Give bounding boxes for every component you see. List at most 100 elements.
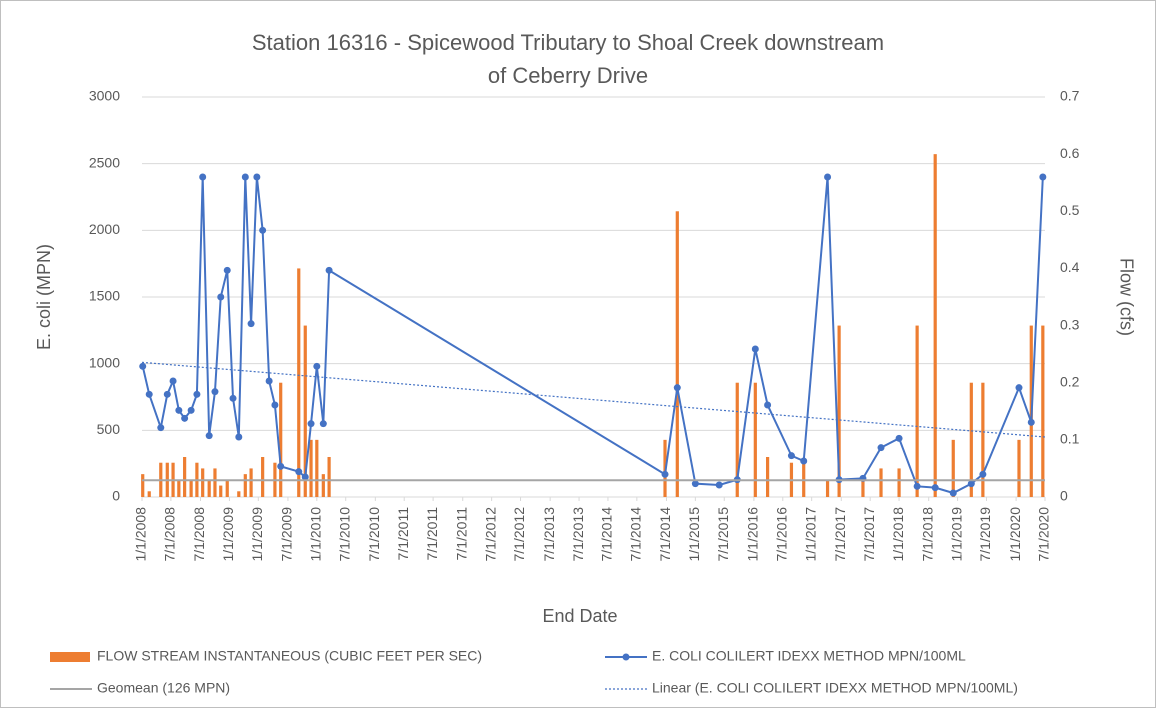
marker: [139, 362, 147, 370]
y-tick-label: 3000: [89, 88, 120, 104]
marker: [307, 420, 315, 428]
x-tick-label: 7/1/2020: [1036, 507, 1052, 562]
bar: [243, 474, 247, 497]
marker: [193, 390, 201, 398]
marker: [235, 433, 243, 441]
x-axis-title: End Date: [542, 606, 617, 626]
legend-label: Geomean (126 MPN): [97, 680, 230, 696]
bar: [327, 457, 331, 497]
y2-tick-label: 0.2: [1060, 373, 1080, 389]
bar: [675, 211, 679, 498]
x-tick-label: 7/1/2013: [570, 507, 586, 562]
marker: [967, 480, 975, 488]
bar: [951, 439, 955, 497]
marker: [265, 377, 273, 385]
bar: [219, 485, 223, 497]
marker: [157, 424, 165, 432]
x-tick-label: 7/1/2017: [832, 507, 848, 562]
bar: [915, 325, 919, 497]
marker: [1039, 173, 1047, 181]
y2-tick-label: 0.1: [1060, 431, 1080, 447]
y-tick-label: 1000: [89, 354, 120, 370]
x-tick-label: 7/1/2008: [191, 507, 207, 562]
marker: [661, 470, 669, 478]
marker: [175, 406, 183, 414]
marker: [764, 401, 772, 409]
chart-title: Station 16316 - Spicewood Tributary to S…: [252, 30, 884, 55]
y2-axis-title: Flow (cfs): [1116, 258, 1136, 336]
x-tick-label: 7/1/2010: [366, 507, 382, 562]
x-tick-label: 7/1/2010: [336, 507, 352, 562]
marker: [319, 420, 327, 428]
bar: [861, 479, 865, 497]
x-tick-label: 7/1/2016: [773, 507, 789, 562]
marker: [271, 401, 279, 409]
bar: [189, 479, 193, 497]
marker: [800, 457, 808, 465]
bar: [753, 382, 757, 497]
bar: [201, 468, 205, 497]
bar: [249, 468, 253, 497]
legend-label: FLOW STREAM INSTANTANEOUS (CUBIC FEET PE…: [97, 648, 482, 664]
x-tick-label: 1/1/2010: [308, 507, 324, 562]
bar: [183, 457, 187, 497]
bar: [225, 479, 229, 497]
bar: [969, 382, 973, 497]
marker: [295, 468, 303, 476]
bar: [1041, 325, 1045, 497]
x-tick-label: 1/1/2018: [890, 507, 906, 562]
marker: [229, 394, 237, 402]
line: [141, 361, 1046, 438]
bar: [735, 382, 739, 497]
legend-label: E. COLI COLILERT IDEXX METHOD MPN/100ML: [652, 648, 966, 664]
bar: [315, 439, 319, 497]
marker: [241, 173, 249, 181]
x-tick-label: 7/1/2008: [162, 507, 178, 562]
marker: [325, 266, 333, 274]
bar: [279, 382, 283, 497]
x-tick-label: 1/1/2008: [133, 507, 149, 562]
x-tick-label: 7/1/2011: [395, 507, 411, 561]
marker: [1027, 418, 1035, 426]
marker: [205, 432, 213, 440]
y2-tick-label: 0.3: [1060, 316, 1080, 332]
marker: [301, 473, 309, 481]
marker: [259, 226, 267, 234]
x-tick-label: 7/1/2018: [919, 507, 935, 562]
bar: [933, 154, 937, 497]
bar: [207, 479, 211, 497]
marker: [223, 266, 231, 274]
bar: [981, 382, 985, 497]
marker: [199, 173, 207, 181]
x-tick-label: 7/1/2014: [657, 507, 673, 562]
y-tick-label: 2500: [89, 154, 120, 170]
marker: [673, 384, 681, 392]
marker: [877, 444, 885, 452]
y2-tick-label: 0.4: [1060, 259, 1080, 275]
marker: [145, 390, 153, 398]
y-tick-label: 2000: [89, 221, 120, 237]
marker: [895, 434, 903, 442]
x-tick-label: 7/1/2019: [977, 507, 993, 562]
y-tick-label: 500: [97, 421, 121, 437]
x-tick-label: 1/1/2015: [686, 507, 702, 562]
bar: [297, 268, 301, 497]
bar: [147, 491, 151, 497]
bar: [177, 479, 181, 497]
chart-title: of Ceberry Drive: [488, 63, 648, 88]
bar: [213, 468, 217, 497]
bar: [237, 491, 241, 497]
bar: [879, 468, 883, 497]
marker: [787, 452, 795, 460]
marker: [253, 173, 261, 181]
marker: [187, 406, 195, 414]
x-tick-label: 7/1/2011: [424, 507, 440, 561]
x-tick-label: 1/1/2009: [249, 507, 265, 562]
bar: [309, 439, 313, 497]
bar: [897, 468, 901, 497]
x-tick-label: 7/1/2011: [453, 507, 469, 561]
x-tick-label: 1/1/2020: [1007, 507, 1023, 562]
marker: [247, 320, 255, 328]
